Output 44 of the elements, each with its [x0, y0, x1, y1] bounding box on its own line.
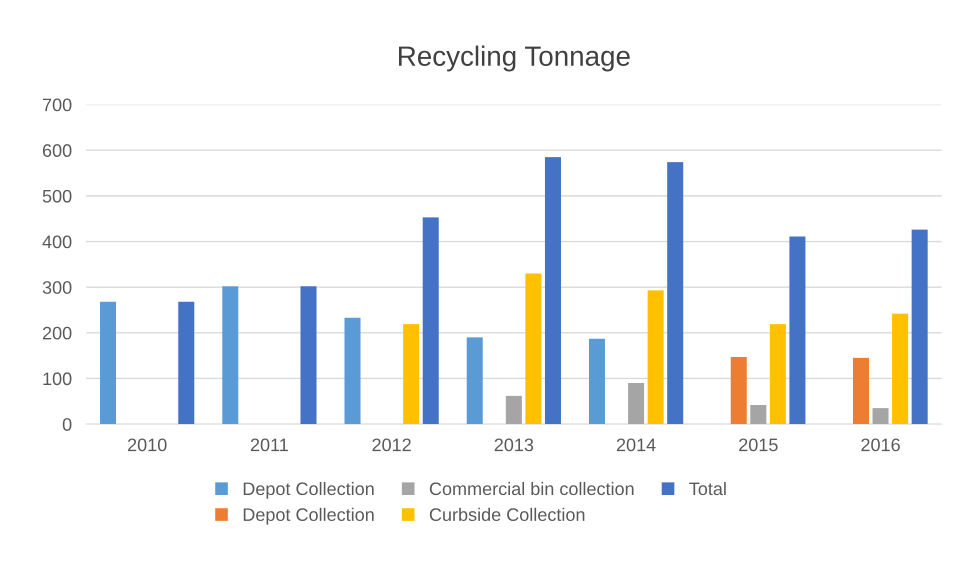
- y-tick-label: 500: [42, 190, 72, 203]
- x-tick-label: 2014: [616, 438, 656, 452]
- bar: [544, 157, 561, 424]
- bar: [872, 408, 889, 424]
- y-tick-label: 700: [42, 98, 72, 112]
- bar: [730, 357, 747, 424]
- legend-label: Depot Collection: [244, 508, 374, 525]
- x-tick-label: 2016: [861, 438, 900, 452]
- y-tick-label: 300: [42, 281, 72, 294]
- bar: [178, 302, 194, 424]
- y-tick-label: 100: [43, 372, 72, 386]
- bar: [403, 324, 420, 424]
- bar: [100, 302, 116, 424]
- bar: [466, 337, 483, 424]
- x-tick-label: 2011: [250, 438, 288, 452]
- x-tick-label: 2015: [739, 438, 778, 452]
- y-tick-label: 400: [42, 235, 72, 248]
- bar: [667, 162, 684, 424]
- bar: [588, 338, 605, 424]
- bar: [648, 290, 664, 424]
- x-tick-label: 2010: [128, 438, 167, 452]
- bar: [506, 396, 522, 424]
- bar: [892, 314, 908, 424]
- bar: [222, 286, 238, 424]
- y-tick-label: 600: [42, 144, 72, 157]
- bar: [852, 358, 870, 424]
- bar: [525, 273, 542, 424]
- bar: [912, 230, 928, 424]
- bar: [344, 318, 361, 424]
- bar: [770, 324, 786, 424]
- legend-label: Curbside Collection: [430, 508, 584, 522]
- chart-title: Recycling Tonnage: [399, 46, 630, 72]
- y-tick-label: 0: [62, 418, 72, 431]
- legend-label: Total: [689, 482, 726, 496]
- bar: [300, 286, 317, 424]
- bar: [750, 404, 766, 424]
- legend-label: Commercial bin collection: [430, 482, 634, 496]
- bar: [422, 217, 439, 424]
- x-tick-label: 2012: [372, 438, 411, 452]
- bar: [628, 383, 644, 424]
- legend-label: Depot Collection: [244, 482, 374, 499]
- x-tick-label: 2013: [494, 438, 534, 452]
- bar: [789, 236, 806, 424]
- y-tick-label: 200: [42, 326, 72, 340]
